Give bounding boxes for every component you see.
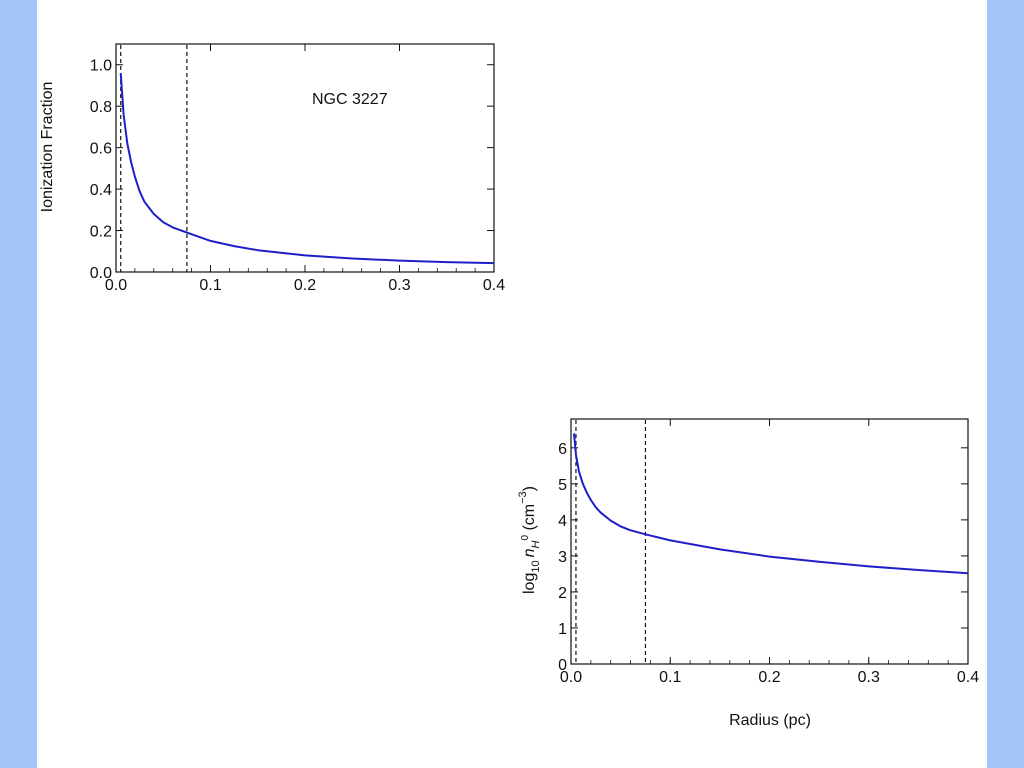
chart1-y-tick-label: 0.6 xyxy=(90,141,112,158)
chart1-y-tick-label: 0.2 xyxy=(90,224,112,241)
chart2-y-tick-label: 5 xyxy=(558,477,567,494)
chart2-x-tick-label: 0.2 xyxy=(758,669,780,686)
chart1-x-tick-label: 0.1 xyxy=(199,277,221,294)
chart1-y-tick-label: 0.0 xyxy=(90,265,112,282)
chart2-y-tick-label: 6 xyxy=(558,441,567,458)
chart1-x-tick-label: 0.2 xyxy=(294,277,316,294)
chart2-y-tick-label: 1 xyxy=(558,621,567,638)
chart1-annotation: NGC 3227 xyxy=(312,91,388,108)
chart2-x-tick-label: 0.1 xyxy=(659,669,681,686)
slide-canvas xyxy=(37,0,987,768)
chart2-series-line xyxy=(573,433,969,575)
chart1-y-axis-title: Ionization Fraction xyxy=(39,82,56,213)
chart2-y-tick-label: 2 xyxy=(558,585,567,602)
chart2-plot: 0.0 0.1 0.2 0.3 0.4 0 1 2 3 4 5 6 xyxy=(558,418,979,686)
chart1-series-line xyxy=(119,72,495,265)
chart1-y-tick-label: 0.4 xyxy=(90,182,112,199)
chart2-y-tick-label: 0 xyxy=(558,657,567,674)
chart2-frame xyxy=(570,418,969,665)
chart1-y-tick-label: 0.8 xyxy=(90,99,112,116)
chart2-x-tick-label: 0.0 xyxy=(560,669,582,686)
chart2-y-tick-label: 4 xyxy=(558,513,567,530)
right-accent-bar xyxy=(987,0,1024,768)
chart2-y-tick-label: 3 xyxy=(558,549,567,566)
left-accent-bar xyxy=(0,0,37,768)
chart2-x-tick-label: 0.4 xyxy=(957,669,979,686)
chart1-y-tick-label: 1.0 xyxy=(90,58,112,75)
chart1-x-tick-label: 0.4 xyxy=(483,277,505,294)
chart1-x-tick-label: 0.0 xyxy=(105,277,127,294)
chart2-x-tick-label: 0.3 xyxy=(858,669,880,686)
chart1-plot: 0.0 0.1 0.2 0.3 0.4 0.0 0.2 0.4 0.6 0.8 1.0 xyxy=(90,43,505,294)
svg-text:log10nH0 (cm−3): log10nH0 (cm−3) xyxy=(517,486,542,594)
chart2-x-axis-title: Radius (pc) xyxy=(729,712,811,729)
chart1-x-tick-label: 0.3 xyxy=(388,277,410,294)
chart2-y-axis-title: log10nH0 (cm−3) xyxy=(517,486,542,594)
